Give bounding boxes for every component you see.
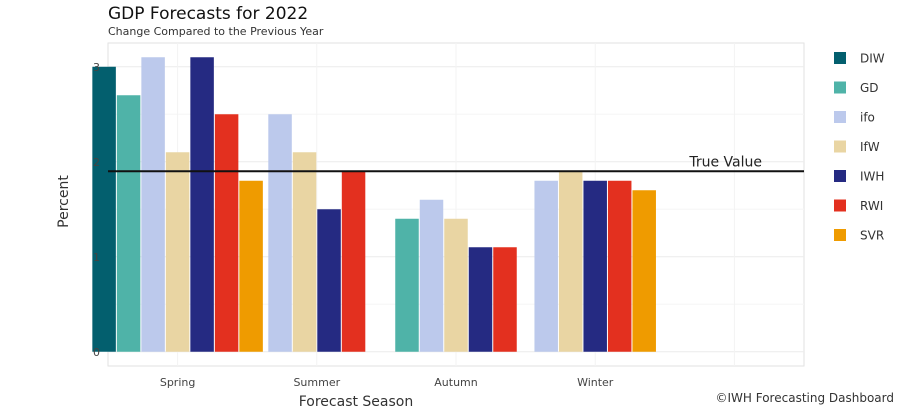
bar-layer xyxy=(92,57,656,352)
bar-svr-spring[interactable] xyxy=(239,180,263,352)
legend-item-iwh[interactable]: IWH xyxy=(834,170,884,184)
legend-label: SVR xyxy=(860,229,884,243)
x-tick-label: Autumn xyxy=(434,376,477,389)
bar-rwi-spring[interactable] xyxy=(214,114,239,352)
bar-ifw-summer[interactable] xyxy=(292,152,317,352)
bar-iwh-autumn[interactable] xyxy=(468,247,493,352)
legend-item-diw[interactable]: DIW xyxy=(834,52,885,66)
y-tick-label: 1 xyxy=(93,251,100,264)
legend-item-ifw[interactable]: IfW xyxy=(834,140,880,154)
reference-layer: True Value xyxy=(108,154,804,173)
bar-ifo-spring[interactable] xyxy=(141,57,165,352)
legend-label: IWH xyxy=(860,170,884,184)
x-axis-title: Forecast Season xyxy=(299,394,414,410)
legend-label: GD xyxy=(860,81,879,95)
bar-iwh-summer[interactable] xyxy=(317,209,341,352)
y-tick-label: 2 xyxy=(93,156,100,169)
legend-swatch xyxy=(834,81,846,94)
x-tick-label: Summer xyxy=(293,376,340,389)
legend-item-ifo[interactable]: ifo xyxy=(834,111,875,125)
chart-subtitle: Change Compared to the Previous Year xyxy=(108,25,324,38)
bar-ifo-winter[interactable] xyxy=(534,180,558,352)
y-axis-title: Percent xyxy=(56,175,72,228)
y-tick-label: 3 xyxy=(93,61,100,74)
bar-ifw-winter[interactable] xyxy=(558,171,583,352)
bar-rwi-winter[interactable] xyxy=(607,180,632,352)
bar-iwh-winter[interactable] xyxy=(583,180,607,352)
legend-label: IfW xyxy=(860,140,880,154)
legend[interactable]: DIW GD ifo IfW IWH RWI SVR xyxy=(834,52,885,243)
legend-swatch xyxy=(834,170,846,182)
bar-ifo-autumn[interactable] xyxy=(419,199,444,352)
legend-label: DIW xyxy=(860,52,885,66)
bar-rwi-autumn[interactable] xyxy=(493,247,517,352)
bar-ifw-spring[interactable] xyxy=(165,152,190,352)
legend-swatch xyxy=(834,140,846,153)
bar-gd-spring[interactable] xyxy=(116,95,141,352)
bar-gd-autumn[interactable] xyxy=(395,218,419,352)
legend-swatch xyxy=(834,52,846,64)
legend-label: ifo xyxy=(860,111,875,125)
legend-swatch xyxy=(834,111,846,123)
legend-label: RWI xyxy=(860,199,883,213)
reference-line-label: True Value xyxy=(688,154,762,170)
legend-swatch xyxy=(834,229,846,241)
y-tick-label: 0 xyxy=(93,346,100,359)
tick-layer: 0 1 2 3 Spring Summer Autumn Winter xyxy=(93,61,614,389)
legend-item-gd[interactable]: GD xyxy=(834,81,879,95)
legend-swatch xyxy=(834,199,846,212)
chart-title: GDP Forecasts for 2022 xyxy=(108,4,309,24)
credit-text: ©IWH Forecasting Dashboard xyxy=(715,391,895,405)
bar-svr-winter[interactable] xyxy=(632,190,656,352)
bar-ifo-summer[interactable] xyxy=(268,114,292,352)
x-tick-label: Spring xyxy=(160,376,196,389)
legend-item-rwi[interactable]: RWI xyxy=(834,199,883,213)
bar-diw-spring[interactable] xyxy=(92,66,116,352)
bar-ifw-autumn[interactable] xyxy=(444,218,468,352)
bar-iwh-spring[interactable] xyxy=(190,57,214,352)
legend-item-svr[interactable]: SVR xyxy=(834,229,884,243)
bar-rwi-summer[interactable] xyxy=(341,171,366,352)
x-tick-label: Winter xyxy=(577,376,614,389)
